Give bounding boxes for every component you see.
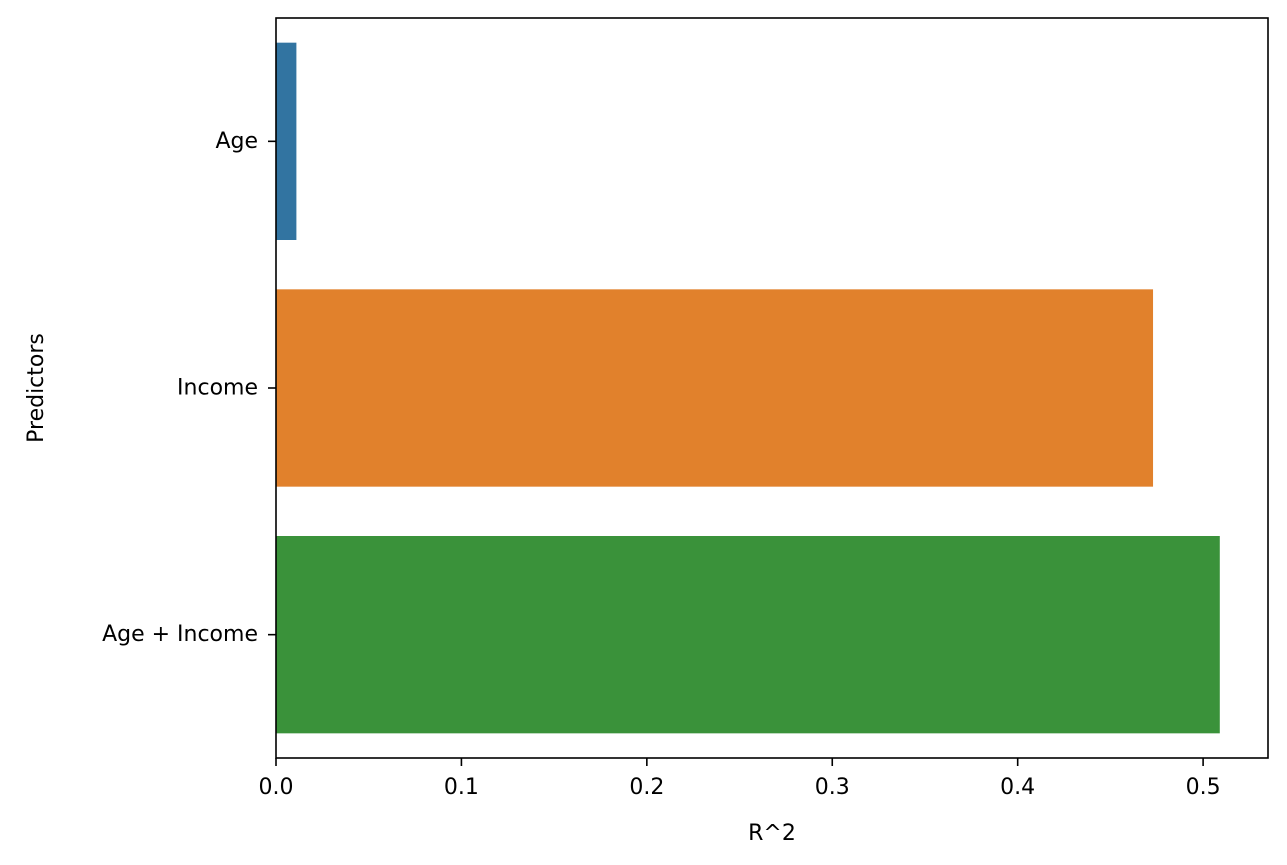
y-axis-label: Predictors [24,333,49,443]
y-tick-label-age: Age [215,129,258,154]
x-tick-label: 0.5 [1186,775,1221,800]
x-tick-label: 0.4 [1000,775,1035,800]
y-tick-label-age-income: Age + Income [102,622,258,647]
y-tick-label-income: Income [177,376,258,401]
bar-age-income [276,536,1220,734]
x-tick-label: 0.1 [444,775,479,800]
x-axis-label: R^2 [748,821,796,846]
x-tick-label: 0.3 [815,775,850,800]
x-axis-ticks: 0.0 0.1 0.2 0.3 0.4 0.5 [259,758,1221,800]
y-axis-ticks: Age Income Age + Income [102,129,276,647]
x-tick-label: 0.2 [629,775,664,800]
bar-income [276,289,1154,487]
bars-group [276,42,1220,734]
plot-frame [275,17,1269,759]
bar-age [276,42,297,240]
x-tick-label: 0.0 [259,775,294,800]
